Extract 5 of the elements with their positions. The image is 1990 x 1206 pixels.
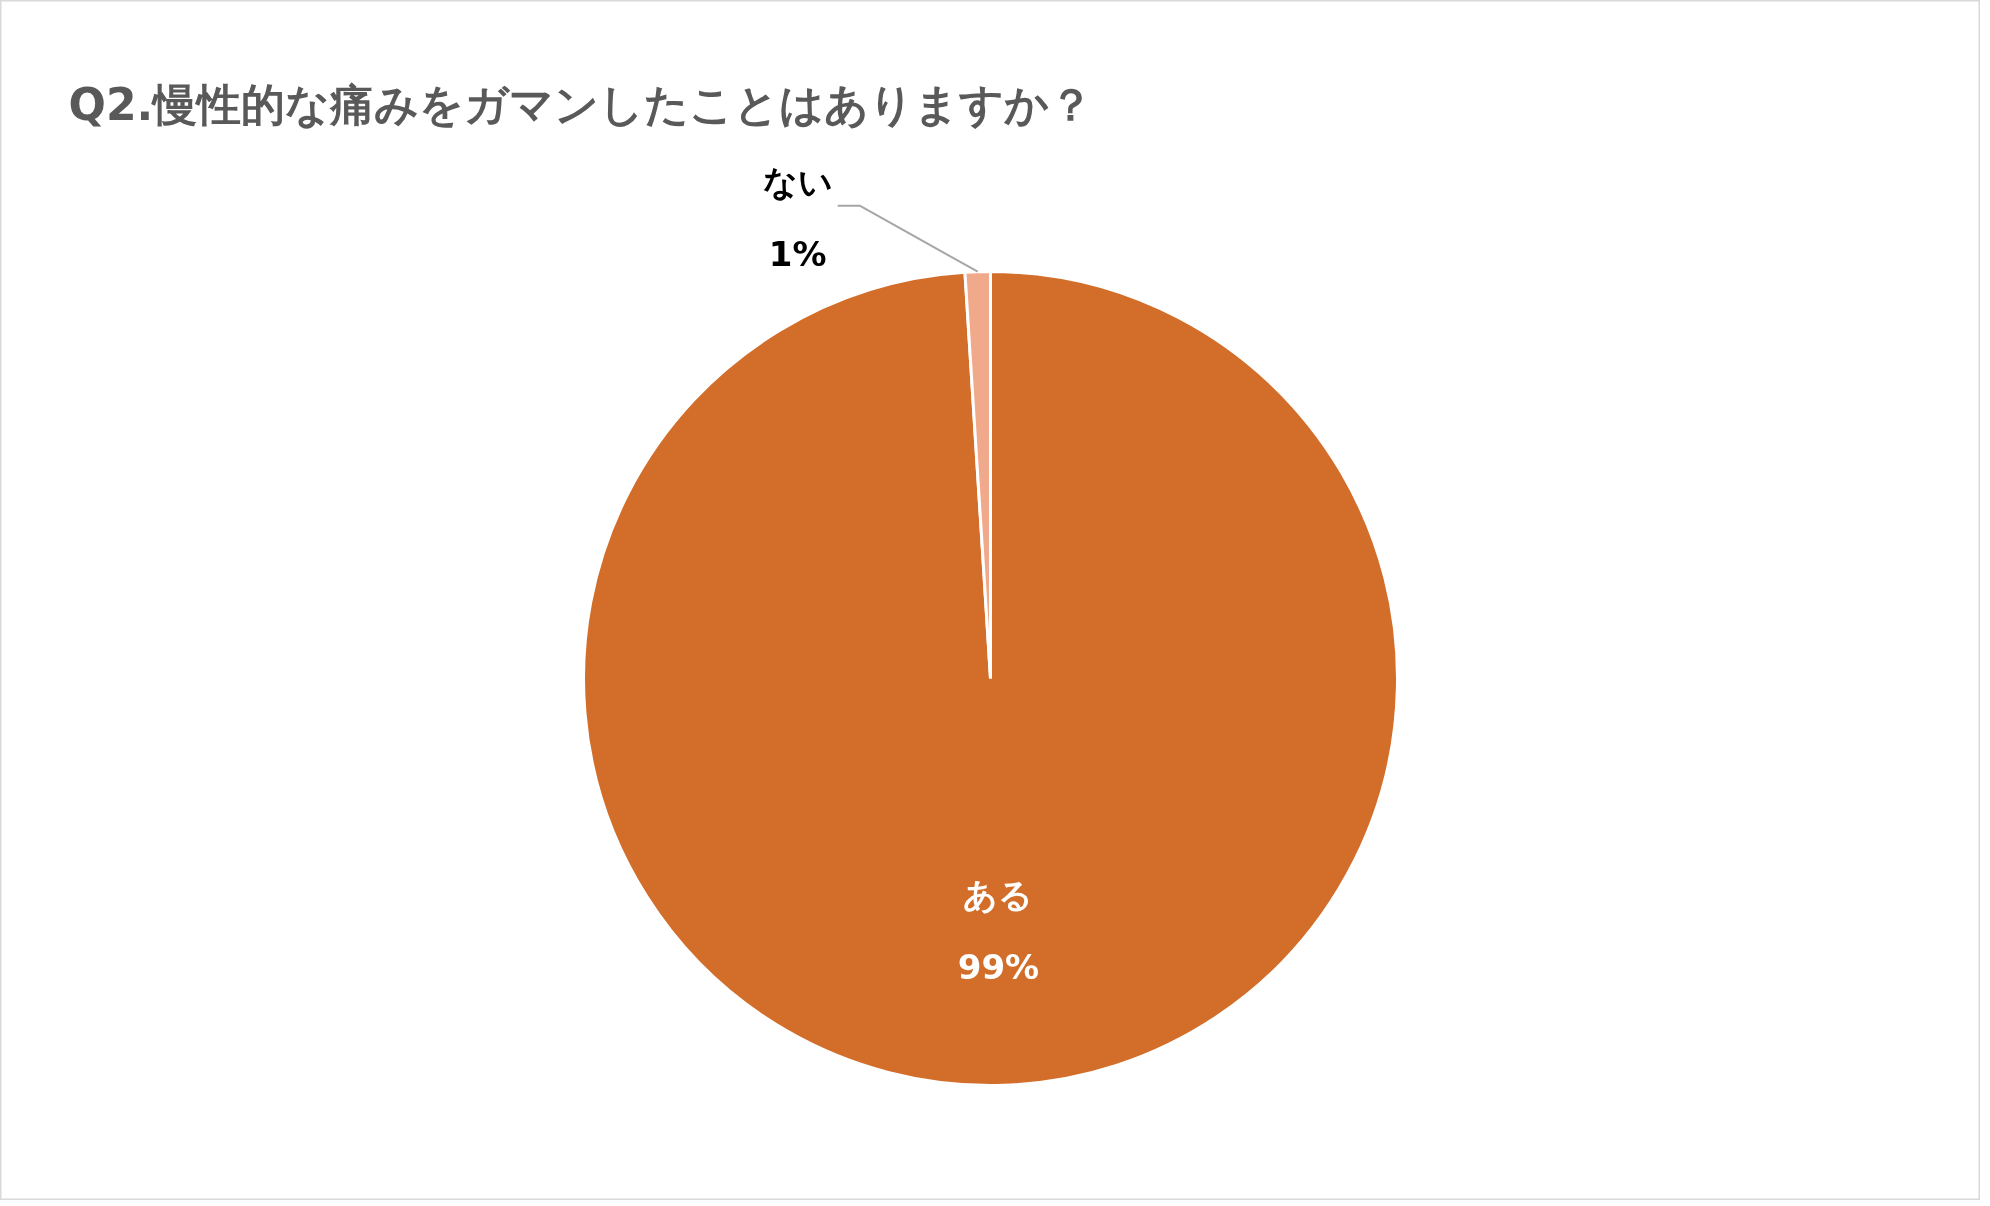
data-label: 99%	[957, 946, 1040, 987]
slice-label: ない	[762, 161, 833, 202]
chart-title: Q2.慢性的な痛みをガマンしたことはありますか？	[68, 79, 1094, 130]
data-label: 1%	[768, 233, 827, 274]
slice-label: ある	[963, 874, 1034, 915]
